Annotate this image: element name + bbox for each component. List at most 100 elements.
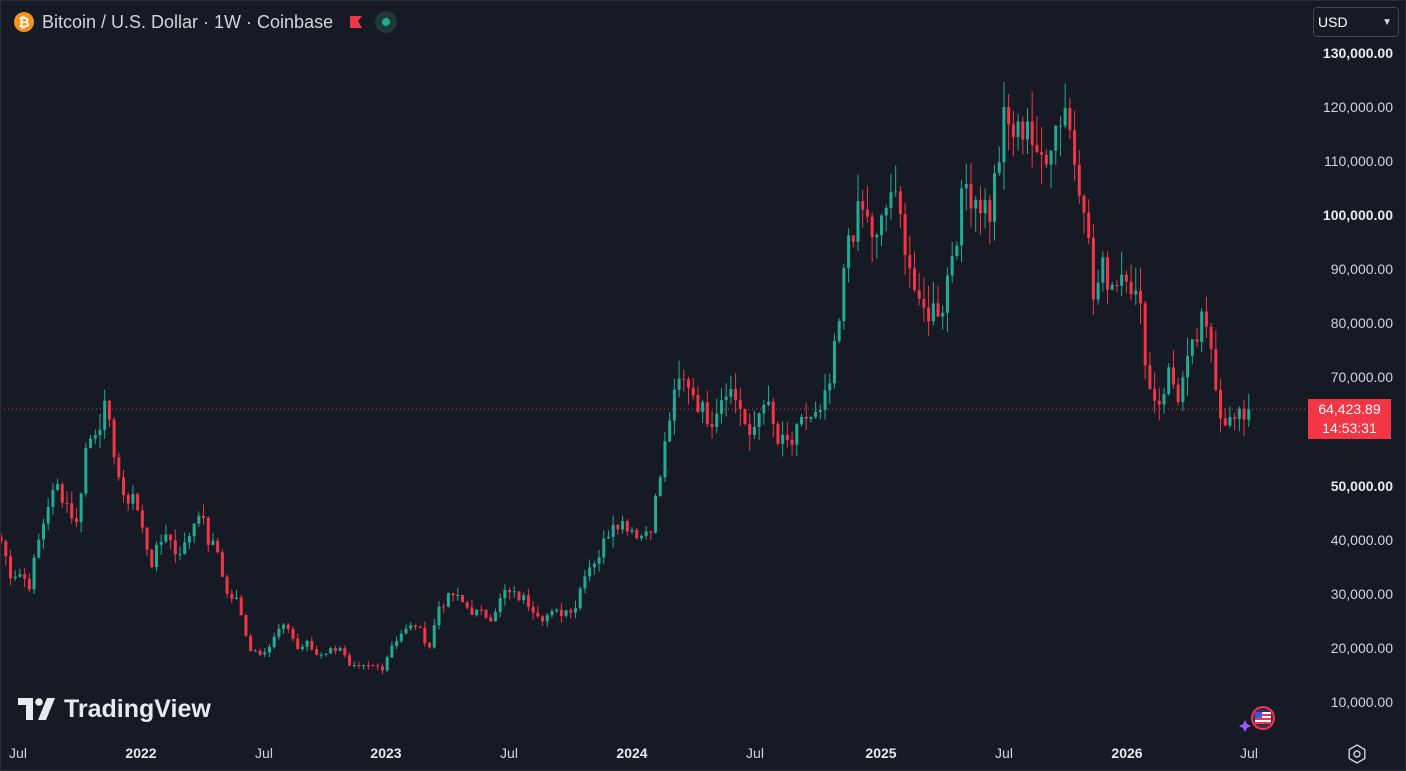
candle-body	[588, 567, 592, 577]
candle-body	[1077, 164, 1081, 196]
price-tick: 120,000.00	[1322, 99, 1393, 115]
currency-select[interactable]: USD ▼	[1313, 7, 1399, 37]
tradingview-mark-icon	[18, 698, 55, 720]
candle-body	[701, 402, 705, 413]
time-tick: 2022	[125, 745, 157, 761]
candle-body	[258, 650, 262, 655]
candle-body	[574, 608, 578, 613]
time-axis[interactable]: Jul 2022 Jul 2023 Jul 2024 Jul 2025 Jul …	[0, 736, 1306, 771]
candle-body	[145, 527, 149, 550]
candle-body	[376, 665, 380, 667]
candle-body	[1214, 349, 1218, 390]
candle-body	[173, 540, 177, 555]
symbol-title[interactable]: Bitcoin / U.S. Dollar · 1W · Coinbase	[42, 11, 334, 32]
candle-body	[46, 507, 50, 524]
candle-body	[1153, 388, 1157, 401]
candle-body	[390, 645, 394, 658]
candle-body	[305, 640, 309, 647]
candle-body	[107, 400, 111, 420]
candle-body	[903, 214, 907, 255]
candle-body	[1228, 416, 1232, 426]
candle-body	[41, 523, 45, 540]
candle-body	[418, 626, 422, 628]
candle-body	[719, 400, 723, 414]
candle-body	[51, 489, 55, 508]
candle-body	[1091, 238, 1095, 300]
candle-body	[319, 654, 323, 656]
candle-body	[409, 625, 413, 629]
candle-body	[23, 574, 27, 579]
candle-body	[324, 653, 328, 655]
candle-body	[611, 524, 615, 537]
candle-body	[192, 523, 196, 537]
promo-flag-icon[interactable]	[1238, 704, 1278, 734]
candle-body	[225, 576, 229, 594]
candle-body	[150, 549, 154, 568]
candlestick-chart[interactable]	[0, 0, 1306, 736]
candle-body	[828, 383, 832, 391]
currency-value: USD	[1318, 14, 1348, 30]
candle-body	[922, 298, 926, 308]
price-tick: 30,000.00	[1330, 586, 1393, 602]
candle-body	[1087, 212, 1091, 239]
candle-body	[1120, 274, 1124, 286]
price-tick: 40,000.00	[1330, 532, 1393, 548]
candle-body	[861, 200, 865, 210]
candle-body	[343, 648, 347, 656]
candle-body	[654, 495, 658, 533]
candle-body	[230, 593, 234, 599]
settings-icon[interactable]	[1346, 743, 1368, 765]
candle-body	[1176, 384, 1180, 403]
price-tick: 130,000.00	[1322, 45, 1393, 61]
candle-body	[541, 616, 545, 622]
candle-body	[880, 215, 884, 236]
candle-body	[941, 312, 945, 317]
candle-body	[555, 609, 559, 612]
candle-body	[267, 646, 271, 653]
candle-body	[851, 235, 855, 242]
candle-body	[1233, 416, 1237, 419]
symbol-legend: ₿ Bitcoin / U.S. Dollar · 1W · Coinbase	[14, 10, 398, 34]
candle-body	[1011, 124, 1015, 137]
bitcoin-icon: ₿	[14, 12, 34, 32]
candle-body	[1138, 290, 1142, 304]
candle-body	[4, 541, 8, 557]
time-tick: 2023	[370, 745, 402, 761]
candle-body	[658, 477, 662, 496]
candle-body	[1167, 367, 1171, 395]
candle-body	[1247, 409, 1251, 420]
candle-body	[526, 595, 530, 607]
candle-body	[465, 602, 469, 608]
candle-body	[884, 207, 888, 216]
market-status-icon[interactable]	[375, 11, 398, 33]
candle-body	[804, 416, 808, 419]
candle-body	[329, 648, 333, 654]
candle-body	[927, 307, 931, 322]
candle-body	[734, 389, 738, 401]
candle-body	[677, 378, 681, 390]
candle-body	[865, 209, 869, 217]
candle-body	[1073, 130, 1077, 165]
price-axis[interactable]: 130,000.00 120,000.00 110,000.00 100,000…	[1306, 0, 1406, 736]
candle-body	[743, 409, 747, 424]
candle-body	[1044, 154, 1048, 165]
candle-body	[1025, 121, 1029, 140]
candle-body	[159, 541, 163, 545]
candle-body	[1171, 367, 1175, 385]
tradingview-logo[interactable]: TradingView	[18, 694, 211, 724]
price-tick: 80,000.00	[1330, 315, 1393, 331]
candle-body	[93, 435, 97, 439]
candle-body	[686, 379, 690, 388]
candle-body	[1190, 339, 1194, 356]
candle-body	[1096, 282, 1100, 300]
candle-body	[112, 419, 116, 458]
chart-pane[interactable]	[0, 0, 1306, 736]
price-tick: 90,000.00	[1330, 261, 1393, 277]
candle-body	[362, 665, 366, 667]
time-tick: 2024	[616, 745, 648, 761]
flag-icon[interactable]	[349, 15, 363, 29]
candle-body	[842, 268, 846, 321]
candle-body	[545, 615, 549, 622]
candle-body	[1021, 121, 1025, 140]
